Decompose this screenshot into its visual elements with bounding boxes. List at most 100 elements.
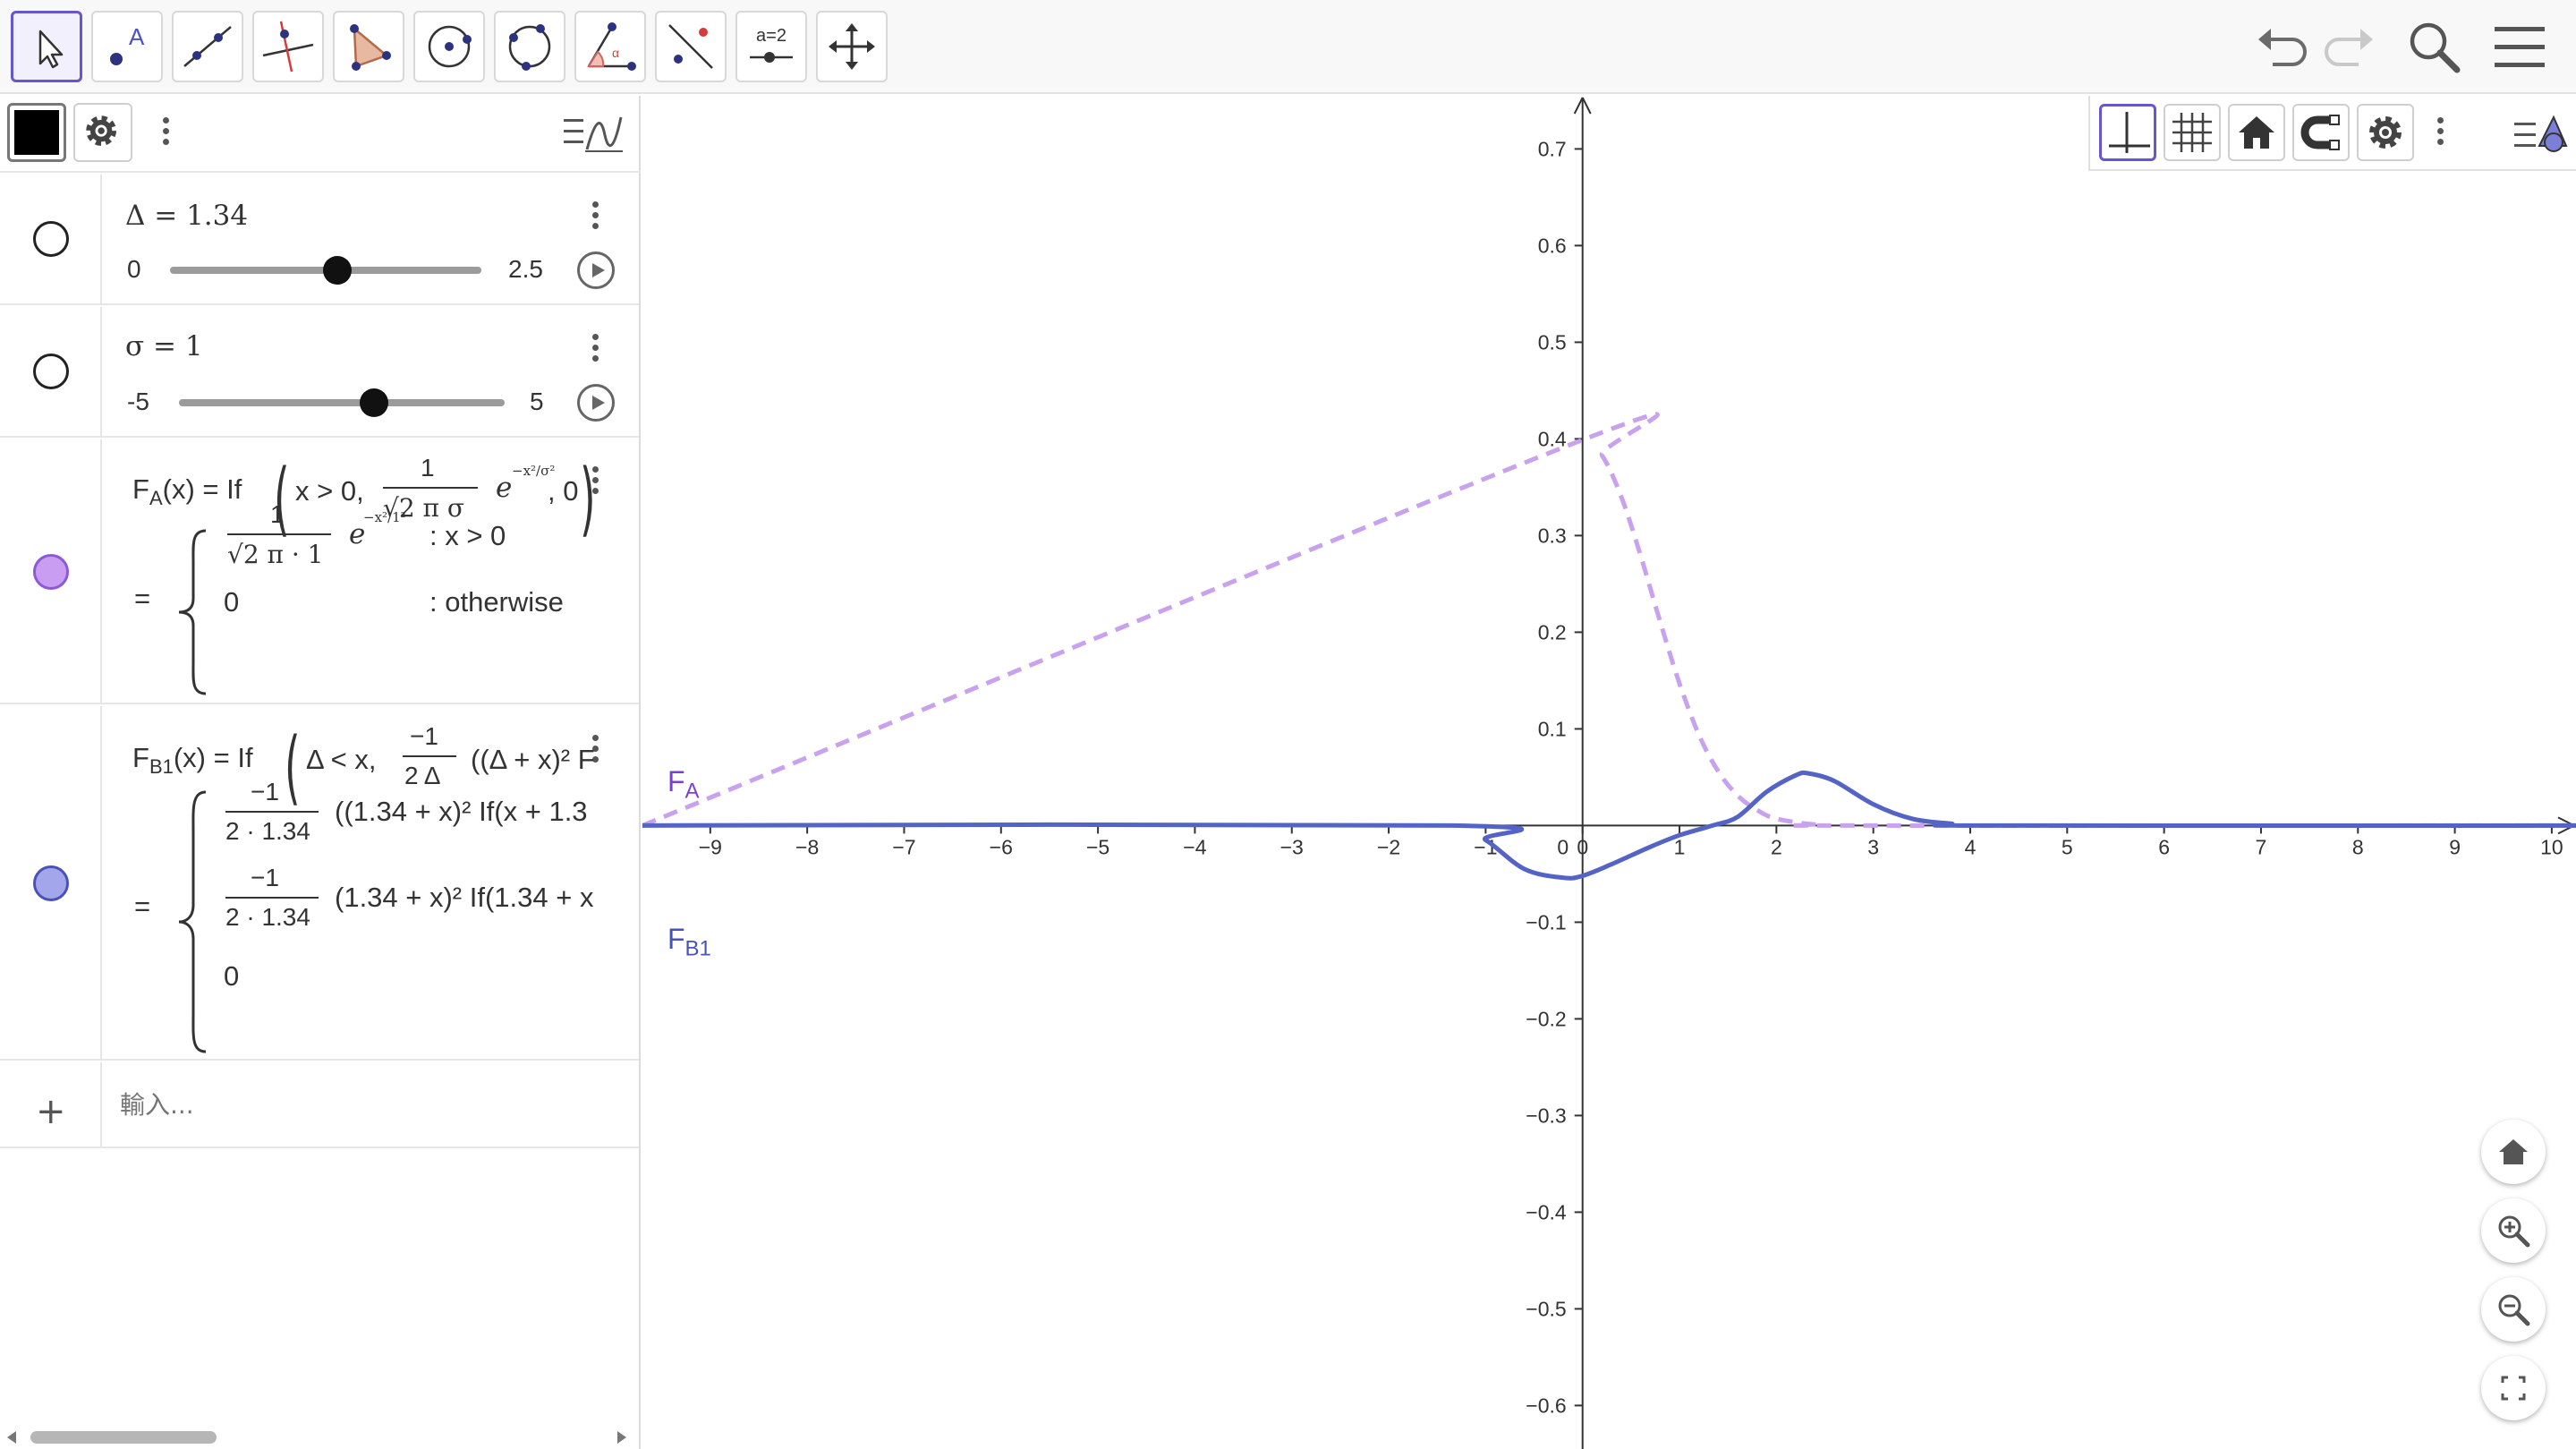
point-tool-button[interactable]: A — [91, 11, 163, 82]
x-tick-label: −3 — [1280, 835, 1304, 858]
function-name: F — [132, 473, 149, 505]
more-options-icon[interactable] — [2436, 117, 2444, 149]
play-button[interactable] — [577, 384, 615, 422]
slider-value: 1.34 — [186, 200, 249, 232]
row-more-options-icon[interactable] — [591, 201, 599, 234]
algebra-view-toggle-button[interactable] — [562, 112, 625, 157]
graphics-view[interactable]: −9−8−7−6−5−4−3−2−101234567891000.70.60.5… — [642, 96, 2576, 1449]
point-capturing-button[interactable] — [2292, 104, 2350, 161]
gear-icon — [86, 115, 117, 147]
curve-fb1[interactable] — [642, 770, 2576, 881]
horizontal-scrollbar[interactable] — [0, 1424, 641, 1449]
perpendicular-tool-button[interactable] — [252, 11, 324, 82]
slider-tool-button[interactable]: a=2 — [735, 11, 807, 82]
function-curves — [642, 412, 2576, 881]
graphics-settings-button[interactable] — [2357, 104, 2414, 161]
main-menu-button[interactable] — [2486, 13, 2554, 81]
visibility-toggle[interactable] — [33, 554, 69, 590]
home-icon — [2499, 1139, 2528, 1164]
toggle-grid-button[interactable] — [2164, 104, 2221, 161]
home-view-button[interactable] — [2481, 1120, 2546, 1184]
color-style-button[interactable] — [7, 103, 66, 162]
axes-icon — [2109, 112, 2150, 153]
style-bar-toggle-button[interactable] — [2511, 107, 2570, 160]
slider-min: 0 — [127, 255, 141, 283]
move-tool-button[interactable] — [11, 11, 82, 82]
fraction-bar — [227, 533, 331, 535]
fraction-numerator: 1 — [270, 500, 285, 528]
graph-canvas[interactable]: −9−8−7−6−5−4−3−2−101234567891000.70.60.5… — [642, 96, 2576, 1449]
function-row-fa: FA(x) = If ( x > 0, 1 √2 π σ e −x²/σ² , … — [0, 439, 639, 704]
add-icon[interactable]: + — [36, 1091, 66, 1132]
redo-button[interactable] — [2317, 13, 2385, 81]
fraction-bar — [383, 487, 478, 489]
scroll-left-icon[interactable] — [7, 1431, 16, 1444]
color-swatch — [14, 110, 59, 155]
algebra-input[interactable] — [120, 1082, 621, 1127]
piecewise-otherwise: : otherwise — [429, 586, 564, 618]
zoom-out-button[interactable] — [2481, 1277, 2546, 1342]
function-label-fa[interactable]: FA — [667, 765, 700, 804]
polygon-tool-button[interactable] — [333, 11, 404, 82]
toggle-axes-button[interactable] — [2099, 104, 2156, 161]
move-graphics-tool-button[interactable] — [816, 11, 888, 82]
x-tick-label: −6 — [990, 835, 1013, 858]
scroll-right-icon[interactable] — [617, 1431, 626, 1444]
x-tick-label: −5 — [1086, 835, 1109, 858]
line-tool-button[interactable] — [172, 11, 243, 82]
fraction-bar — [403, 755, 456, 757]
object-settings-button[interactable] — [73, 103, 132, 162]
row-more-options-icon[interactable] — [591, 735, 599, 767]
open-paren: ( — [285, 720, 301, 814]
slider-knob[interactable] — [360, 388, 389, 417]
fraction-bar — [225, 811, 319, 813]
reflect-tool-button[interactable] — [655, 11, 727, 82]
standard-view-button[interactable] — [2228, 104, 2285, 161]
exponential-base: e — [349, 518, 366, 550]
search-button[interactable] — [2400, 13, 2468, 81]
exponent: −x²/1² — [363, 509, 406, 525]
piecewise-zero: 0 — [224, 960, 240, 992]
curve-fa[interactable] — [642, 412, 2576, 828]
label-name: F — [667, 923, 685, 955]
function-label-fb1[interactable]: FB1 — [667, 923, 711, 961]
reflect-line-icon — [668, 24, 713, 69]
visibility-toggle[interactable] — [33, 221, 69, 257]
row-more-options-icon[interactable] — [591, 334, 599, 366]
function-name: F — [132, 742, 149, 773]
more-options-icon[interactable] — [161, 117, 170, 149]
fraction-numerator: −1 — [251, 864, 279, 891]
grid-icon — [2172, 113, 2212, 152]
fraction-bar — [225, 897, 319, 899]
fullscreen-button[interactable] — [2481, 1356, 2546, 1420]
visibility-toggle[interactable] — [33, 354, 69, 389]
line-icon — [183, 26, 232, 67]
angle-icon: α — [587, 22, 636, 71]
scrollbar-thumb[interactable] — [30, 1431, 217, 1444]
x-tick-label: 8 — [2352, 835, 2364, 858]
fullscreen-icon — [2501, 1376, 2526, 1401]
undo-button[interactable] — [2246, 13, 2314, 81]
piecewise-condition: : x > 0 — [429, 520, 506, 551]
circle-three-points-tool-button[interactable] — [494, 11, 565, 82]
y-tick-label: −0.6 — [1526, 1394, 1566, 1417]
y-tick-label: 0.5 — [1538, 330, 1567, 354]
play-button[interactable] — [577, 251, 615, 289]
zoom-in-button[interactable] — [2481, 1198, 2546, 1263]
x-tick-label: −2 — [1377, 835, 1400, 858]
slider-knob[interactable] — [322, 256, 352, 285]
y-tick-label: −0.1 — [1526, 910, 1566, 933]
undo-icon — [2258, 29, 2307, 66]
slider-track[interactable] — [179, 399, 505, 406]
angle-tool-button[interactable]: α — [574, 11, 646, 82]
circle-center-tool-button[interactable] — [413, 11, 485, 82]
marker-column — [0, 175, 102, 303]
piecewise-expression: ((1.34 + x)² If(x + 1.3 — [335, 796, 588, 827]
function-definition-rest: (x) = If — [162, 473, 242, 505]
perpendicular-line-icon — [262, 21, 314, 72]
fraction-denominator: 2 Δ — [404, 762, 441, 789]
if-condition: Δ < x, — [306, 744, 377, 775]
y-tick-label: 0.7 — [1538, 137, 1567, 160]
visibility-toggle[interactable] — [33, 865, 69, 901]
row-more-options-icon[interactable] — [591, 466, 599, 499]
